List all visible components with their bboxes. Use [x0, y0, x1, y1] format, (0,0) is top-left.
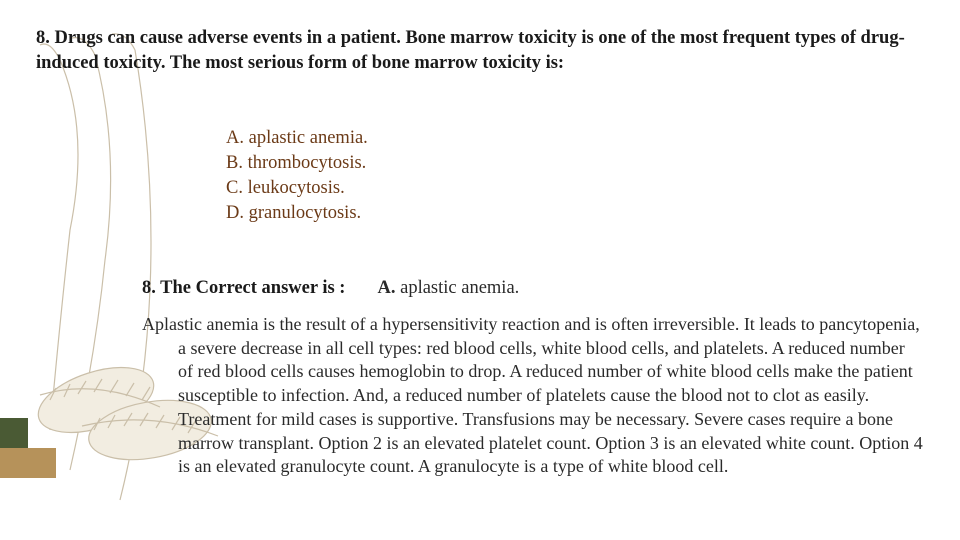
- answer-choices: A. aplastic anemia. B. thrombocytosis. C…: [226, 126, 924, 226]
- choice-text: thrombocytosis.: [248, 153, 367, 173]
- explanation-text: Aplastic anemia is the result of a hyper…: [142, 313, 924, 479]
- choice-label: B.: [226, 153, 243, 173]
- answer-letter: A.: [377, 278, 395, 298]
- question-body: Drugs can cause adverse events in a pati…: [36, 28, 905, 73]
- answer-text: aplastic anemia.: [400, 278, 519, 298]
- choice-label: C.: [226, 178, 243, 198]
- choice-a: A. aplastic anemia.: [226, 126, 924, 151]
- choice-c: C. leukocytosis.: [226, 176, 924, 201]
- correct-answer-value: A. aplastic anemia.: [377, 278, 519, 298]
- choice-text: leukocytosis.: [248, 178, 345, 198]
- question-number: 8.: [36, 28, 50, 48]
- choice-text: aplastic anemia.: [249, 128, 368, 148]
- correct-answer-label: 8. The Correct answer is :: [142, 278, 345, 298]
- choice-label: D.: [226, 203, 244, 223]
- slide: 8. Drugs can cause adverse events in a p…: [0, 0, 960, 540]
- choice-text: granulocytosis.: [249, 203, 362, 223]
- correct-answer-row: 8. The Correct answer is : A. aplastic a…: [142, 278, 924, 299]
- question-text: 8. Drugs can cause adverse events in a p…: [36, 26, 924, 76]
- choice-label: A.: [226, 128, 244, 148]
- choice-b: B. thrombocytosis.: [226, 151, 924, 176]
- choice-d: D. granulocytosis.: [226, 201, 924, 226]
